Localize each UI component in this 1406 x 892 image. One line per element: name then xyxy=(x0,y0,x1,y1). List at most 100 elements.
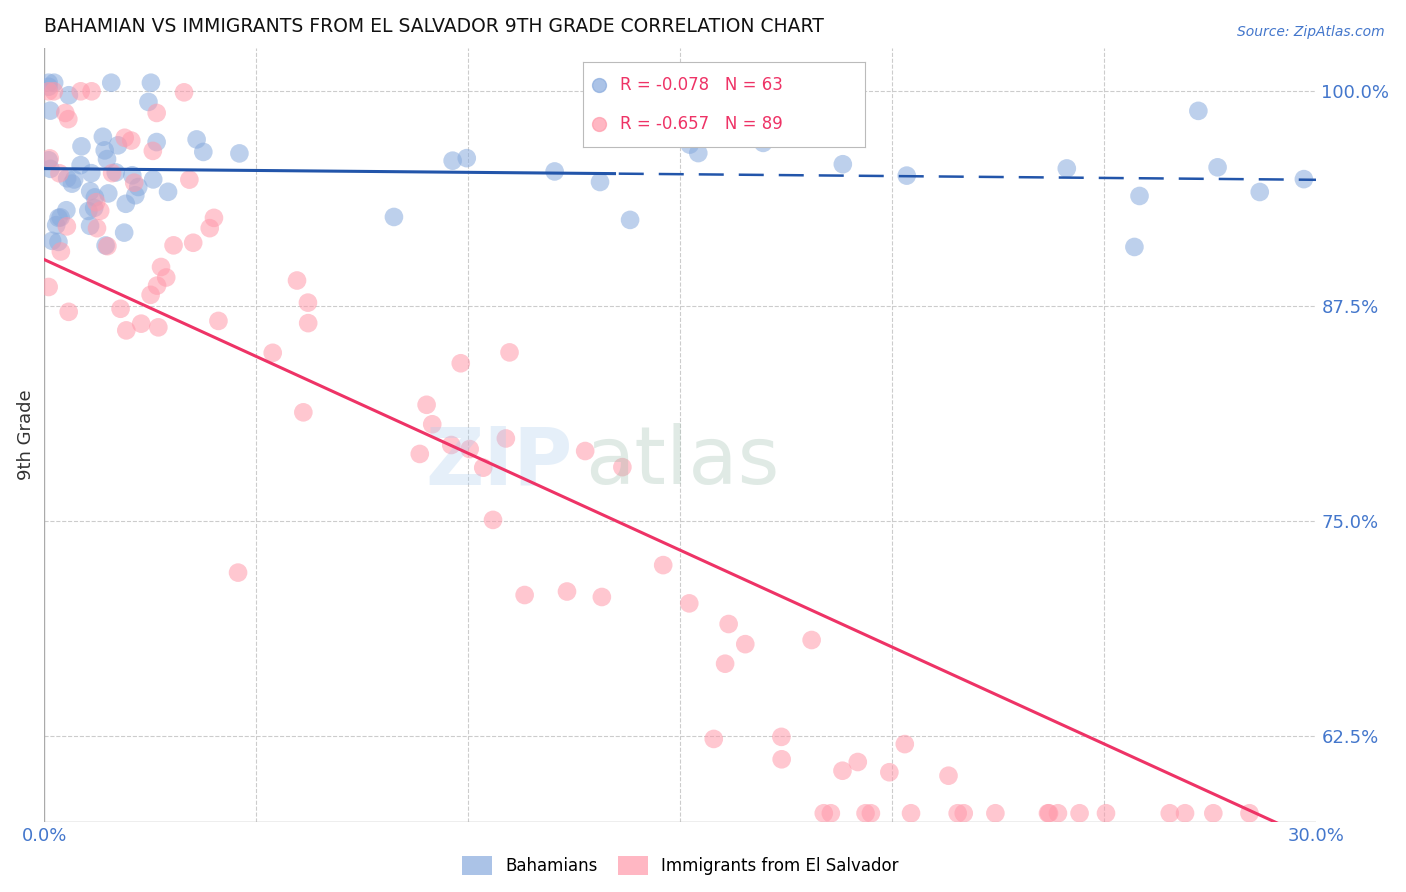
Point xyxy=(458,442,481,456)
Point xyxy=(714,657,737,671)
Point xyxy=(820,806,842,821)
Point xyxy=(148,320,170,334)
Point xyxy=(53,106,76,120)
Point xyxy=(1069,806,1091,821)
Point xyxy=(79,184,101,198)
Point xyxy=(129,317,152,331)
Point xyxy=(181,235,204,250)
Point xyxy=(70,139,93,153)
Point xyxy=(770,730,793,744)
Point xyxy=(49,244,72,259)
Point xyxy=(80,166,103,180)
Point xyxy=(38,79,60,94)
Point xyxy=(86,221,108,235)
Point xyxy=(752,136,775,150)
Point xyxy=(139,76,162,90)
Point xyxy=(56,171,79,186)
Point xyxy=(145,106,167,120)
Point xyxy=(41,234,63,248)
Point xyxy=(69,158,91,172)
Point xyxy=(589,175,612,189)
Point xyxy=(146,278,169,293)
Point xyxy=(1046,806,1069,821)
Point xyxy=(38,76,60,90)
Point xyxy=(382,210,405,224)
Point xyxy=(80,84,103,98)
Y-axis label: 9th Grade: 9th Grade xyxy=(17,390,35,481)
Point xyxy=(96,152,118,166)
Point xyxy=(1187,103,1209,118)
Point xyxy=(678,596,700,610)
Point xyxy=(543,164,565,178)
Point xyxy=(513,588,536,602)
Point xyxy=(456,151,478,165)
Point xyxy=(115,323,138,337)
Point xyxy=(1202,806,1225,821)
Point xyxy=(77,204,100,219)
Point xyxy=(1174,806,1197,821)
Point xyxy=(97,186,120,201)
Text: R = -0.657   N = 89: R = -0.657 N = 89 xyxy=(620,115,783,133)
Point xyxy=(679,137,702,152)
Point xyxy=(555,584,578,599)
Point xyxy=(1206,161,1229,175)
Point xyxy=(44,76,66,90)
Point xyxy=(591,590,613,604)
Point xyxy=(55,203,77,218)
Point xyxy=(297,295,319,310)
Point xyxy=(127,180,149,194)
Point xyxy=(145,135,167,149)
Point xyxy=(846,755,869,769)
Point xyxy=(984,806,1007,821)
Point xyxy=(150,260,173,274)
Point xyxy=(138,95,160,109)
Point xyxy=(48,235,70,249)
Point xyxy=(69,84,91,98)
Point xyxy=(900,806,922,821)
Point xyxy=(63,172,86,186)
Point xyxy=(162,238,184,252)
Point xyxy=(262,346,284,360)
Text: BAHAMIAN VS IMMIGRANTS FROM EL SALVADOR 9TH GRADE CORRELATION CHART: BAHAMIAN VS IMMIGRANTS FROM EL SALVADOR … xyxy=(45,17,824,36)
Point xyxy=(112,226,135,240)
Point xyxy=(813,806,835,821)
Point xyxy=(60,177,83,191)
Point xyxy=(612,460,634,475)
Point xyxy=(896,169,918,183)
Legend: Bahamians, Immigrants from El Salvador: Bahamians, Immigrants from El Salvador xyxy=(454,847,907,883)
Point xyxy=(157,185,180,199)
Point xyxy=(894,737,917,751)
Point xyxy=(717,617,740,632)
Point xyxy=(110,301,132,316)
Point xyxy=(207,314,229,328)
Point xyxy=(855,806,877,821)
Point xyxy=(952,806,974,821)
Point xyxy=(186,132,208,146)
Point xyxy=(198,221,221,235)
Point xyxy=(800,632,823,647)
Point xyxy=(859,806,882,821)
Point xyxy=(619,213,641,227)
Point xyxy=(734,637,756,651)
Point xyxy=(58,88,80,103)
Point xyxy=(121,169,143,183)
Point xyxy=(100,76,122,90)
Point xyxy=(1095,806,1118,821)
Point xyxy=(202,211,225,225)
Point xyxy=(193,145,215,159)
Point xyxy=(1249,185,1271,199)
Point xyxy=(142,172,165,186)
Point xyxy=(58,305,80,319)
Point xyxy=(441,153,464,168)
Point xyxy=(482,513,505,527)
Point xyxy=(409,447,432,461)
Point xyxy=(101,166,124,180)
Point xyxy=(120,134,142,148)
Point xyxy=(285,273,308,287)
Point xyxy=(1239,806,1261,821)
Point xyxy=(91,129,114,144)
Text: R = -0.078   N = 63: R = -0.078 N = 63 xyxy=(620,77,783,95)
Point xyxy=(79,219,101,233)
Point xyxy=(48,166,70,180)
Point xyxy=(142,144,165,158)
